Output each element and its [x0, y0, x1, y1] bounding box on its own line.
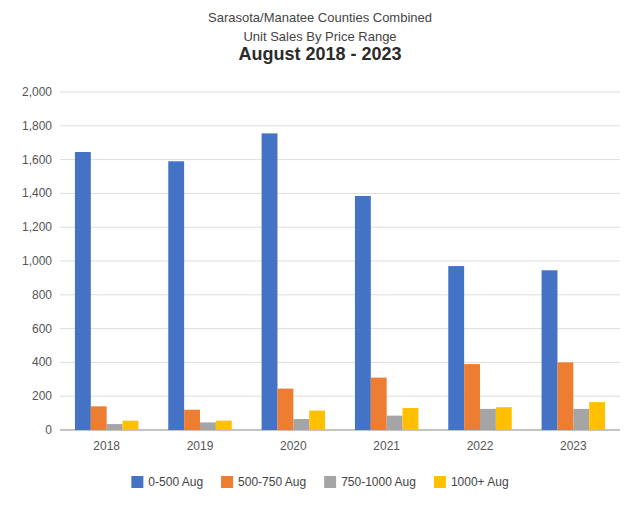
y-tick-label: 200	[32, 389, 52, 403]
bar	[573, 409, 589, 430]
bars	[75, 133, 605, 430]
legend-swatch	[131, 476, 143, 488]
bar	[123, 421, 139, 430]
grid-line	[60, 159, 620, 160]
x-axis-line	[60, 430, 620, 431]
x-tick-label: 2018	[93, 439, 120, 453]
bar	[480, 409, 496, 430]
grid-line	[60, 294, 620, 295]
legend-swatch	[434, 476, 446, 488]
bar	[403, 408, 419, 430]
bar	[184, 410, 200, 430]
grid-line	[60, 396, 620, 397]
grid-line	[60, 92, 620, 93]
bar	[107, 424, 123, 430]
y-tick-label: 1,800	[22, 119, 52, 133]
legend-label: 500-750 Aug	[238, 475, 306, 489]
grid-line	[60, 227, 620, 228]
grid-line	[60, 430, 620, 431]
grid	[60, 92, 620, 430]
bar	[355, 196, 371, 430]
legend-swatch	[221, 476, 233, 488]
legend: 0-500 Aug 500-750 Aug 750-1000 Aug 1000+ Au…	[131, 475, 508, 489]
grid-line	[60, 328, 620, 329]
x-tick-label: 2021	[373, 439, 400, 453]
bar	[496, 407, 512, 430]
bar	[557, 362, 573, 430]
bar	[589, 402, 605, 430]
bar	[542, 270, 558, 430]
y-tick-label: 0	[45, 423, 52, 437]
grid-line	[60, 261, 620, 262]
title: Sarasota/Manatee Counties Combined	[208, 10, 432, 25]
legend-label: 0-500 Aug	[148, 475, 203, 489]
bar	[448, 266, 464, 430]
title: Unit Sales By Price Range	[243, 29, 396, 44]
x-tick-label: 2022	[467, 439, 494, 453]
bar	[371, 378, 387, 430]
y-tick-label: 1,600	[22, 153, 52, 167]
chart: Sarasota/Manatee Counties Combined Unit S…	[0, 0, 640, 514]
y-tick-label: 600	[32, 322, 52, 336]
bar	[387, 416, 403, 430]
bar	[75, 152, 91, 430]
legend-label: 1000+ Aug	[451, 475, 509, 489]
x-tick-label: 2019	[187, 439, 214, 453]
bar	[262, 133, 278, 430]
y-tick-label: 1,400	[22, 186, 52, 200]
grid-line	[60, 125, 620, 126]
bar	[200, 422, 216, 430]
legend-swatch	[324, 476, 336, 488]
bar	[91, 406, 107, 430]
y-tick-label: 800	[32, 288, 52, 302]
bar	[464, 364, 480, 430]
bar	[168, 161, 184, 430]
y-tick-label: 1,200	[22, 220, 52, 234]
y-tick-label: 1,000	[22, 254, 52, 268]
legend-label: 750-1000 Aug	[341, 475, 416, 489]
x-tick-label: 2020	[280, 439, 307, 453]
x-tick-label: 2023	[560, 439, 587, 453]
grid-line	[60, 193, 620, 194]
y-tick-label: 400	[32, 355, 52, 369]
title: August 2018 - 2023	[238, 44, 401, 64]
grid-line	[60, 362, 620, 363]
bar	[293, 419, 309, 430]
bar	[216, 421, 232, 430]
y-tick-label: 2,000	[22, 85, 52, 99]
bar	[277, 389, 293, 430]
bar	[309, 411, 325, 430]
